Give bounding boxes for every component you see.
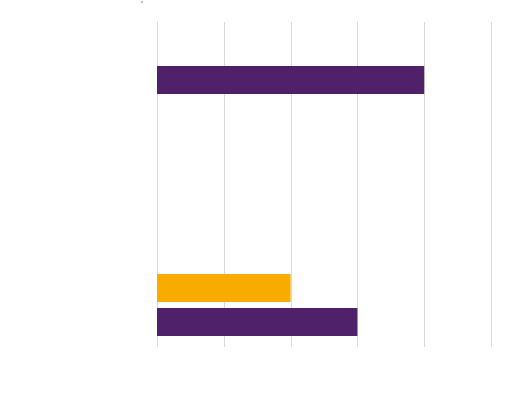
bar-series1-cat1 [157,274,291,302]
bar-series0-cat0 [157,66,425,94]
stray-dot [141,1,143,3]
bar-series0-cat1 [157,308,358,336]
bars [157,66,425,336]
